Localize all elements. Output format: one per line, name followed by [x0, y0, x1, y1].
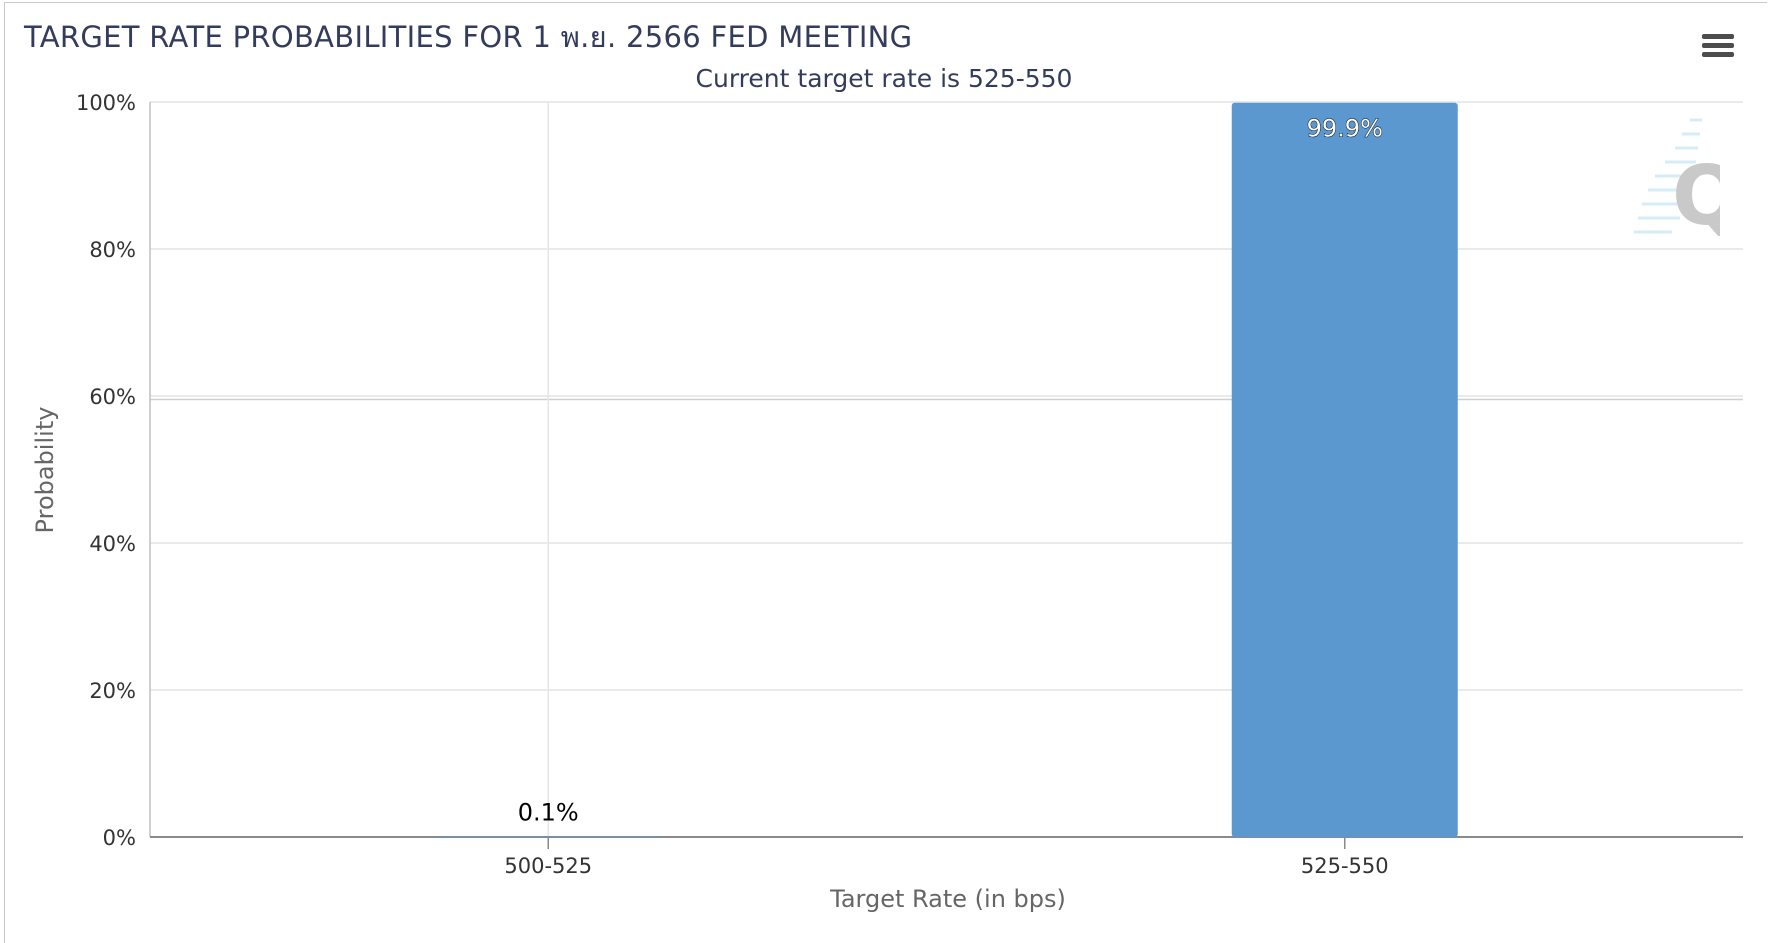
hamburger-menu-icon[interactable]	[1702, 34, 1734, 62]
data-label: 99.9%	[1307, 115, 1383, 143]
y-tick-label: 20%	[89, 679, 136, 703]
y-tick-label: 0%	[103, 826, 136, 850]
y-tick-label: 40%	[89, 532, 136, 556]
data-label: 0.1%	[518, 798, 579, 826]
x-tick-label: 500-525	[504, 854, 592, 878]
y-tick-label: 100%	[76, 91, 136, 115]
chart-subtitle: Current target rate is 525-550	[695, 64, 1073, 93]
chart-title: TARGET RATE PROBABILITIES FOR 1 พ.ย. 256…	[24, 20, 913, 54]
chart-container	[4, 2, 1767, 943]
bar-525-550	[1231, 102, 1458, 838]
bar-500-525	[435, 836, 662, 837]
y-tick-label: 60%	[89, 385, 136, 409]
x-tick-label: 525-550	[1301, 854, 1389, 878]
y-axis-title: Probability	[31, 406, 59, 534]
y-tick-label: 80%	[89, 238, 136, 262]
x-axis-title: Target Rate (in bps)	[830, 885, 1066, 913]
q-logo-icon: Q	[1634, 118, 1720, 244]
svg-text:Q: Q	[1672, 149, 1720, 244]
